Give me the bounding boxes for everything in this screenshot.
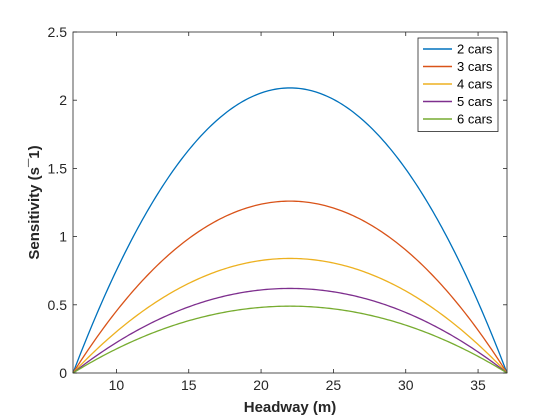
legend-label: 6 cars (457, 112, 493, 127)
x-tick-label: 20 (253, 377, 269, 393)
x-tick-label: 30 (398, 377, 414, 393)
legend-label: 2 cars (457, 42, 493, 57)
series-line-6-cars (72, 305, 508, 374)
legend-label: 3 cars (457, 59, 493, 74)
y-tick-label: 2 (59, 92, 67, 108)
plot-area-box (72, 31, 508, 374)
x-axis-label: Headway (m) (244, 399, 337, 416)
x-tick-label: 10 (109, 377, 125, 393)
y-tick-label: 1 (59, 229, 67, 245)
x-tick-label: 15 (181, 377, 197, 393)
legend: 2 cars 3 cars 4 cars 5 cars 6 cars (417, 37, 499, 132)
y-tick-label: 1.5 (48, 160, 68, 176)
x-tick-label: 35 (470, 377, 486, 393)
y-tick-label: 0.5 (48, 297, 68, 313)
legend-label: 5 cars (457, 94, 493, 109)
series-line-3-cars (72, 200, 508, 374)
y-axis-label: Sensitivity (s¯1) (26, 145, 43, 259)
y-tick-label: 0 (59, 365, 67, 381)
series-line-5-cars (72, 287, 508, 374)
legend-label: 4 cars (457, 77, 493, 92)
series-line-4-cars (72, 257, 508, 374)
series-layer (72, 87, 508, 374)
series-line-2-cars (72, 87, 508, 374)
y-tick-label: 2.5 (48, 24, 68, 40)
x-tick-label: 25 (326, 377, 342, 393)
